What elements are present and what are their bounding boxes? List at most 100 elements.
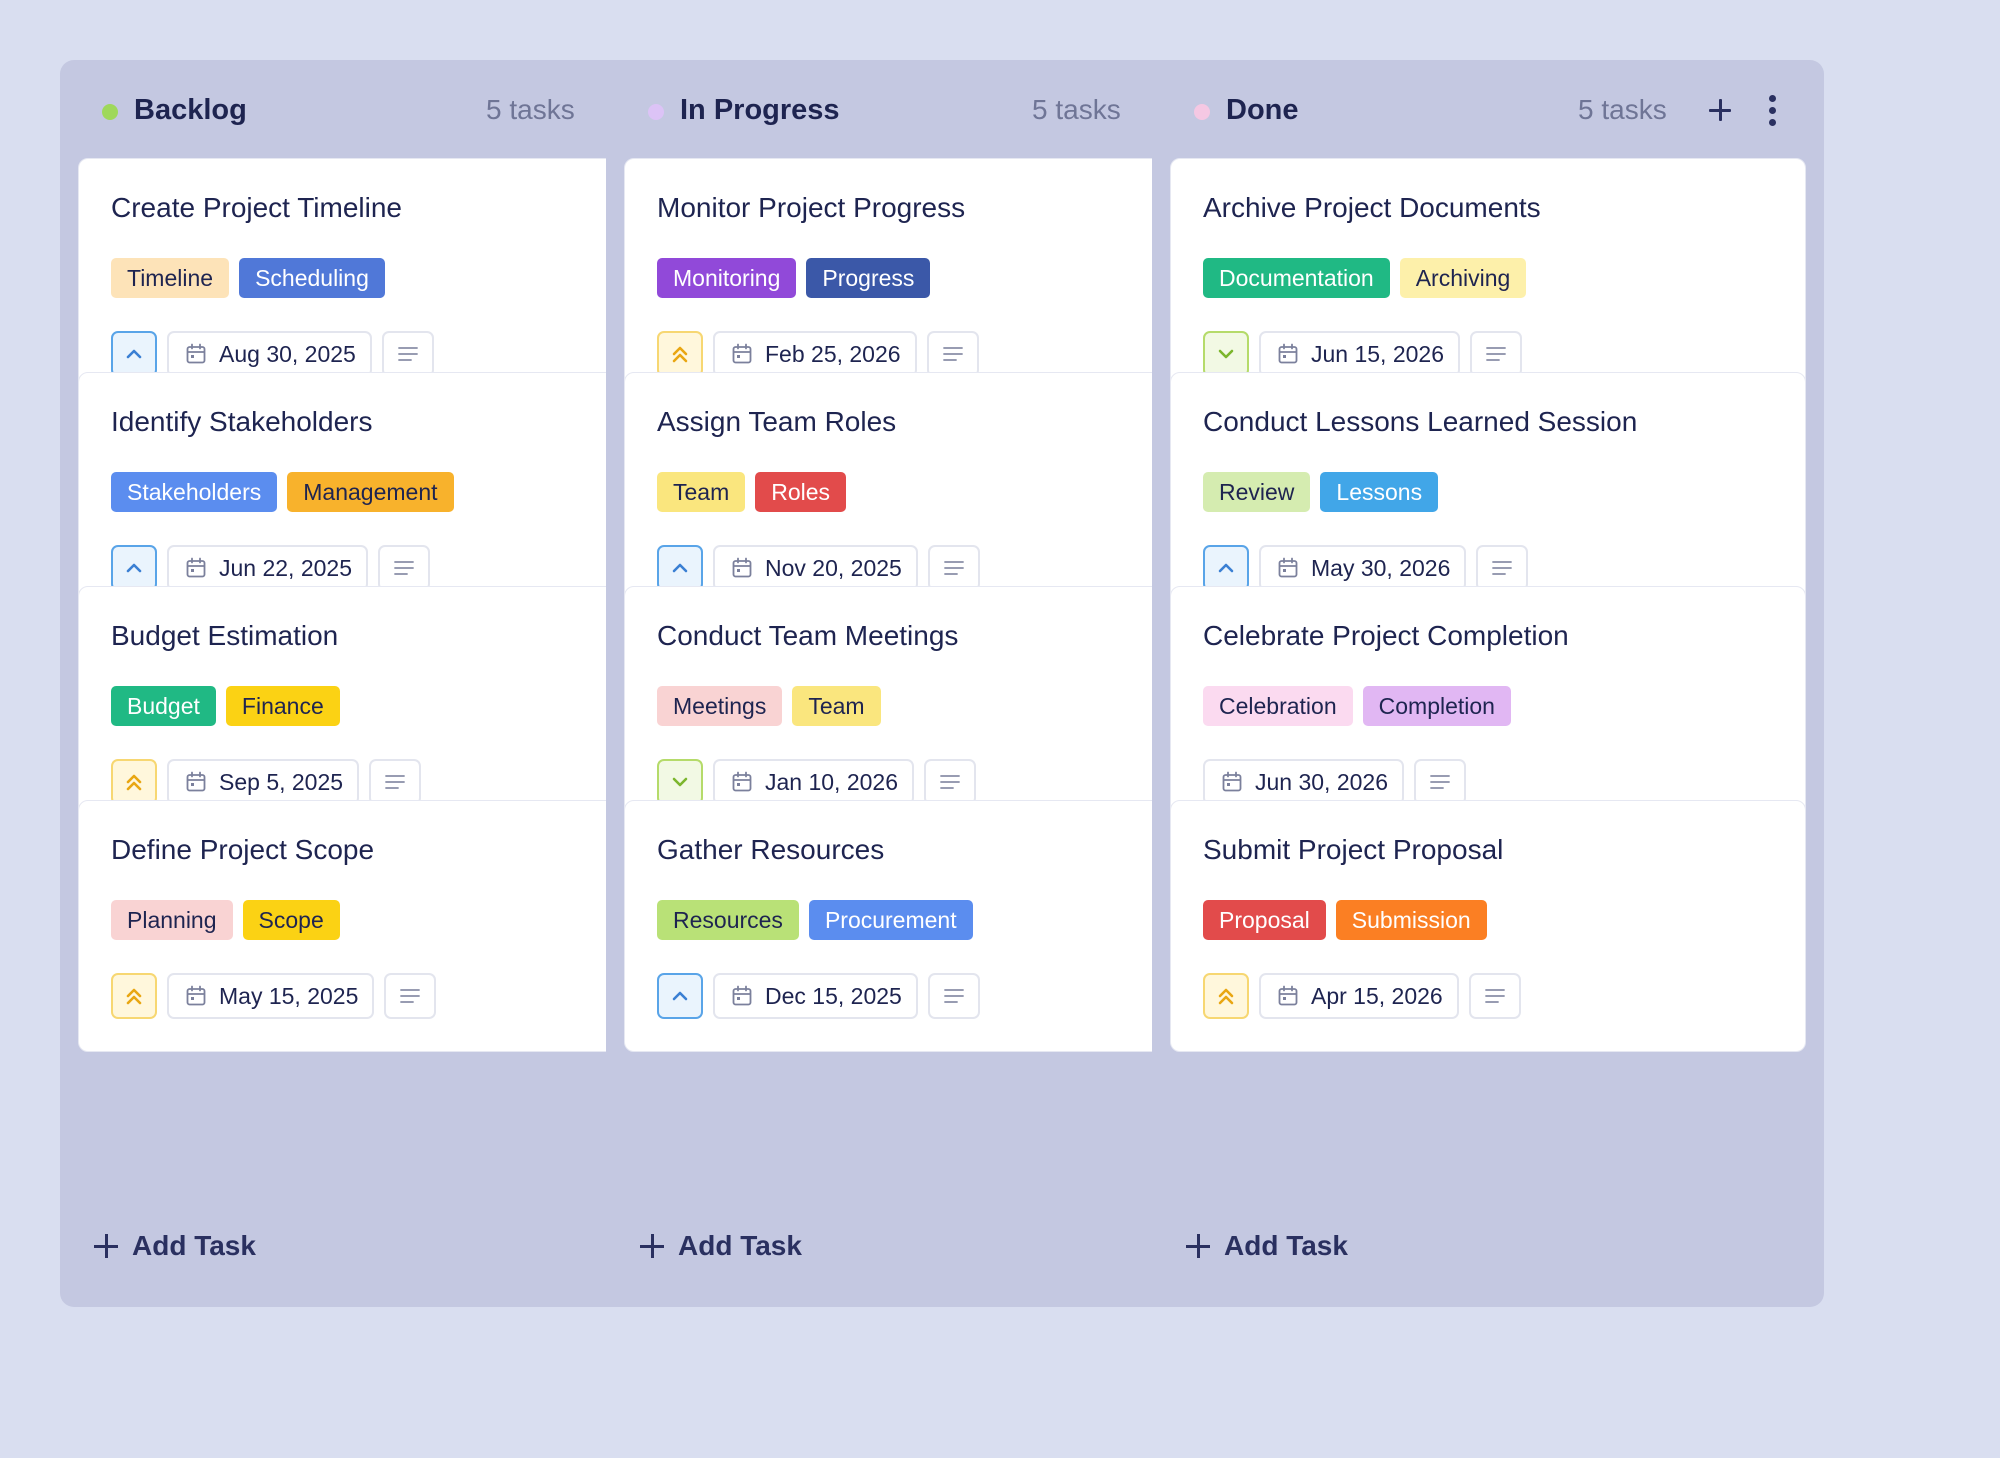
description-lines-icon: [943, 559, 965, 577]
due-date: Dec 15, 2025: [765, 982, 902, 1009]
calendar-icon: [1277, 557, 1299, 579]
priority-badge[interactable]: [657, 545, 703, 591]
add-task-label: Add Task: [1224, 1230, 1348, 1261]
description-button[interactable]: [1470, 331, 1523, 377]
tag-badge: Team: [657, 472, 746, 512]
description-button[interactable]: [1468, 973, 1521, 1019]
add-task-button[interactable]: Add Task: [94, 1226, 256, 1266]
priority-badge[interactable]: [111, 545, 157, 591]
priority-badge[interactable]: [657, 759, 703, 805]
tag-list: Celebration Completion: [1203, 686, 1511, 726]
chevron-up-icon: [122, 556, 146, 580]
task-title: Conduct Lessons Learned Session: [1203, 406, 1638, 437]
priority-badge[interactable]: [657, 331, 703, 377]
tag-badge: Archiving: [1399, 258, 1527, 298]
due-date-chip[interactable]: Jun 22, 2025: [167, 545, 369, 591]
description-lines-icon: [942, 345, 964, 363]
due-date-chip[interactable]: Aug 30, 2025: [167, 331, 372, 377]
priority-badge[interactable]: [657, 973, 703, 1019]
task-meta: Jun 15, 2026: [1203, 331, 1523, 377]
double-chevron-up-icon: [122, 770, 146, 794]
tag-badge: Management: [287, 472, 454, 512]
task-meta: Jan 10, 2026: [657, 759, 977, 805]
task-title: Monitor Project Progress: [657, 192, 966, 223]
task-title: Create Project Timeline: [111, 192, 403, 223]
description-button[interactable]: [384, 973, 437, 1019]
double-chevron-up-icon: [122, 984, 146, 1008]
tag-badge: Submission: [1335, 900, 1487, 940]
task-meta: Aug 30, 2025: [111, 331, 434, 377]
due-date-chip[interactable]: May 15, 2025: [167, 973, 375, 1019]
tag-list: Monitoring Progress: [657, 258, 931, 298]
task-meta: Nov 20, 2025: [657, 545, 980, 591]
tag-list: Timeline Scheduling: [111, 258, 385, 298]
due-date: Nov 20, 2025: [765, 554, 902, 581]
task-meta: May 15, 2025: [111, 973, 437, 1019]
due-date-chip[interactable]: Sep 5, 2025: [167, 759, 360, 805]
task-card[interactable]: Conduct Lessons Learned Session Review Les…: [1170, 372, 1806, 624]
due-date-chip[interactable]: Jun 30, 2026: [1203, 759, 1405, 805]
tag-list: Proposal Submission: [1203, 900, 1487, 940]
description-button[interactable]: [926, 331, 979, 377]
column-title: Done: [1226, 94, 1299, 126]
tag-badge: Budget: [111, 686, 216, 726]
due-date-chip[interactable]: Jun 15, 2026: [1259, 331, 1461, 377]
tag-badge: Monitoring: [657, 258, 797, 298]
task-card[interactable]: Submit Project Proposal Proposal Submissio…: [1170, 800, 1806, 1052]
card-list: Archive Project Documents Documentation Ar…: [1170, 158, 1806, 1264]
priority-badge[interactable]: [1203, 545, 1249, 591]
description-button[interactable]: [927, 545, 980, 591]
tag-badge: Scheduling: [239, 258, 385, 298]
calendar-icon: [185, 985, 207, 1007]
description-button[interactable]: [924, 759, 977, 805]
kanban-board: Backlog 5 tasks Create Project Timeline Tim…: [60, 60, 2000, 1310]
description-lines-icon: [1429, 773, 1451, 791]
add-card-plus-icon[interactable]: [1700, 90, 1740, 130]
due-date-chip[interactable]: Dec 15, 2025: [713, 973, 918, 1019]
priority-badge[interactable]: [111, 973, 157, 1019]
tag-list: Stakeholders Management: [111, 472, 454, 512]
calendar-icon: [185, 343, 207, 365]
add-task-button[interactable]: Add Task: [1186, 1226, 1348, 1266]
description-button[interactable]: [927, 973, 980, 1019]
tag-list: Review Lessons: [1203, 472, 1439, 512]
column-task-count: 5 tasks: [1032, 94, 1121, 125]
description-button[interactable]: [1414, 759, 1467, 805]
tag-badge: Progress: [806, 258, 931, 298]
task-meta: Apr 15, 2026: [1203, 973, 1521, 1019]
description-button[interactable]: [378, 545, 431, 591]
add-task-label: Add Task: [678, 1230, 802, 1261]
tag-badge: Procurement: [808, 900, 973, 940]
task-title: Archive Project Documents: [1203, 192, 1541, 223]
description-button[interactable]: [369, 759, 422, 805]
chevron-down-icon: [668, 770, 692, 794]
due-date-chip[interactable]: Feb 25, 2026: [713, 331, 917, 377]
calendar-icon: [731, 557, 753, 579]
chevron-up-icon: [668, 556, 692, 580]
task-card[interactable]: Celebrate Project Completion Celebration C…: [1170, 586, 1806, 838]
add-task-button[interactable]: Add Task: [640, 1226, 802, 1266]
tag-list: Planning Scope: [111, 900, 340, 940]
description-button[interactable]: [381, 331, 434, 377]
priority-badge[interactable]: [1203, 973, 1249, 1019]
description-lines-icon: [1485, 345, 1507, 363]
due-date: Jun 22, 2025: [219, 554, 353, 581]
due-date-chip[interactable]: Nov 20, 2025: [713, 545, 918, 591]
priority-badge[interactable]: [111, 759, 157, 805]
due-date-chip[interactable]: Apr 15, 2026: [1259, 973, 1459, 1019]
due-date-chip[interactable]: Jan 10, 2026: [713, 759, 915, 805]
description-button[interactable]: [1476, 545, 1529, 591]
more-options-icon[interactable]: [1760, 90, 1784, 130]
tag-list: Meetings Team: [657, 686, 881, 726]
calendar-icon: [1277, 343, 1299, 365]
column-header: Done 5 tasks: [1152, 60, 1824, 158]
priority-badge[interactable]: [1203, 331, 1249, 377]
priority-badge[interactable]: [111, 331, 157, 377]
calendar-icon: [1277, 985, 1299, 1007]
tag-badge: Resources: [657, 900, 799, 940]
task-title: Budget Estimation: [111, 620, 339, 651]
add-task-label: Add Task: [132, 1230, 256, 1261]
task-card[interactable]: Archive Project Documents Documentation Ar…: [1170, 158, 1806, 410]
tag-list: Resources Procurement: [657, 900, 973, 940]
due-date-chip[interactable]: May 30, 2026: [1259, 545, 1467, 591]
